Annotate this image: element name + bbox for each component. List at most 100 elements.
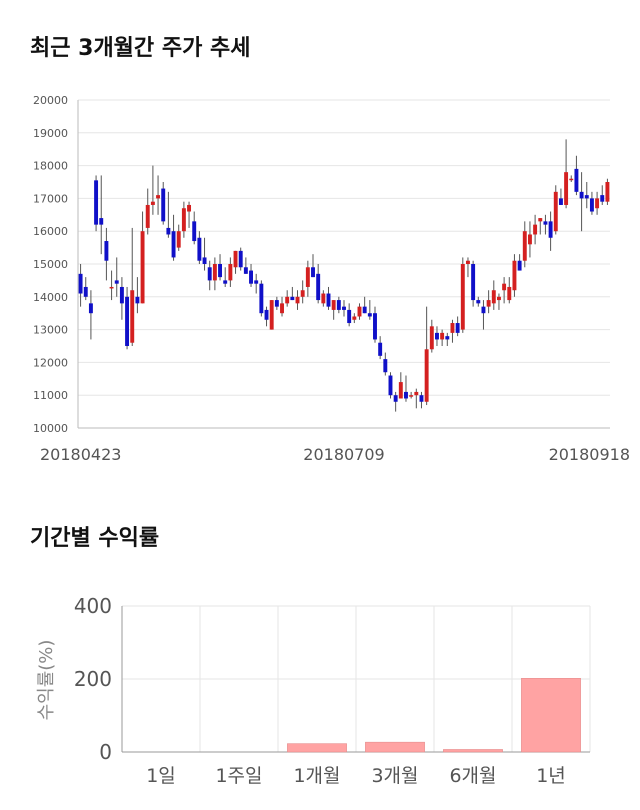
candle-body <box>238 250 243 268</box>
candle-body <box>471 264 476 301</box>
candle-body <box>574 168 579 192</box>
returns-y-tick: 0 <box>99 740 112 764</box>
candle <box>435 326 439 346</box>
candle-body <box>595 198 600 209</box>
candle <box>543 214 548 235</box>
candle <box>166 191 171 238</box>
candle <box>352 313 357 324</box>
candle-body <box>99 218 104 225</box>
candle-body <box>455 323 460 333</box>
candle <box>125 286 130 350</box>
candle <box>88 290 93 340</box>
candle-body <box>388 375 393 396</box>
candle-body <box>419 395 424 402</box>
candle <box>522 221 527 268</box>
candle-body <box>502 283 507 291</box>
candle-body <box>378 342 383 356</box>
candle-body <box>135 296 140 304</box>
candle <box>502 277 507 304</box>
candle <box>414 388 419 409</box>
candle <box>548 211 553 251</box>
candle-body <box>538 218 543 222</box>
candle <box>207 260 212 291</box>
returns-bar <box>443 749 503 753</box>
price-y-tick: 11000 <box>33 389 68 402</box>
candle <box>496 293 501 310</box>
candle <box>569 175 574 182</box>
candle <box>486 290 491 314</box>
returns-bar-chart: 0 200 400 1일 1주일 1개월 3개월 6개월 1년 수익률(%) <box>36 594 591 787</box>
price-chart-title: 최근 3개월간 주가 추세 <box>30 36 251 61</box>
candle <box>331 300 336 320</box>
returns-bar <box>365 741 425 753</box>
candle-body <box>264 309 269 320</box>
returns-x-tick: 1개월 <box>293 765 340 787</box>
price-x-tick-labels: 20180423 20180709 20180918 <box>40 445 630 464</box>
candle <box>558 188 563 205</box>
candle-body <box>517 260 522 271</box>
returns-gridlines <box>121 605 591 753</box>
candle-body <box>553 191 558 232</box>
candle-body <box>130 290 135 343</box>
returns-x-tick: 6개월 <box>449 765 496 787</box>
candle <box>197 231 202 264</box>
candlestick-chart: 10000 11000 12000 13000 14000 15000 16000 17000… <box>33 94 630 464</box>
candle <box>119 277 124 320</box>
candle-body <box>564 172 569 205</box>
price-y-tick: 16000 <box>33 225 68 238</box>
candle-body <box>109 286 114 289</box>
candle <box>579 172 584 232</box>
candle <box>538 218 543 235</box>
candle <box>156 175 161 215</box>
candle-body <box>207 267 212 281</box>
candle-body <box>88 303 93 314</box>
candle <box>605 178 610 205</box>
candle <box>300 280 305 304</box>
candle-body <box>336 300 341 310</box>
returns-y-tick: 400 <box>74 594 112 618</box>
price-candles <box>78 139 610 412</box>
candle-body <box>600 195 605 202</box>
candle <box>409 391 414 399</box>
candle-body <box>398 382 403 399</box>
candle <box>481 300 486 330</box>
candle <box>223 267 228 287</box>
candle-body <box>465 260 470 264</box>
candle <box>450 319 455 343</box>
candle <box>445 332 450 346</box>
candle <box>130 227 135 346</box>
candle-body <box>409 395 414 397</box>
price-y-tick: 10000 <box>33 422 68 435</box>
candle-body <box>352 316 357 320</box>
candle-body <box>295 296 300 304</box>
candle-body <box>584 195 589 199</box>
candle-body <box>393 395 398 402</box>
candle-body <box>228 264 233 281</box>
candle-body <box>223 280 228 284</box>
returns-bars <box>287 678 581 753</box>
candle-body <box>280 303 284 314</box>
candle-body <box>94 180 99 225</box>
candle-body <box>161 188 166 222</box>
candle <box>176 224 181 251</box>
candle-body <box>321 293 326 304</box>
candle-body <box>548 221 553 238</box>
candle-body <box>249 270 253 284</box>
candle <box>94 175 99 232</box>
candle-body <box>367 313 372 317</box>
candle <box>595 191 600 215</box>
candle-body <box>171 231 176 258</box>
candle-body <box>156 195 161 199</box>
candle <box>553 185 558 235</box>
returns-bar <box>287 743 347 753</box>
candle <box>476 296 481 307</box>
candle-body <box>476 300 481 304</box>
candle-body <box>176 231 181 248</box>
candle <box>187 201 192 228</box>
candle-body <box>300 290 305 297</box>
candle <box>491 280 496 310</box>
candle <box>533 214 538 245</box>
candle-body <box>326 293 331 307</box>
candle-body <box>342 306 346 310</box>
candle <box>367 300 372 320</box>
